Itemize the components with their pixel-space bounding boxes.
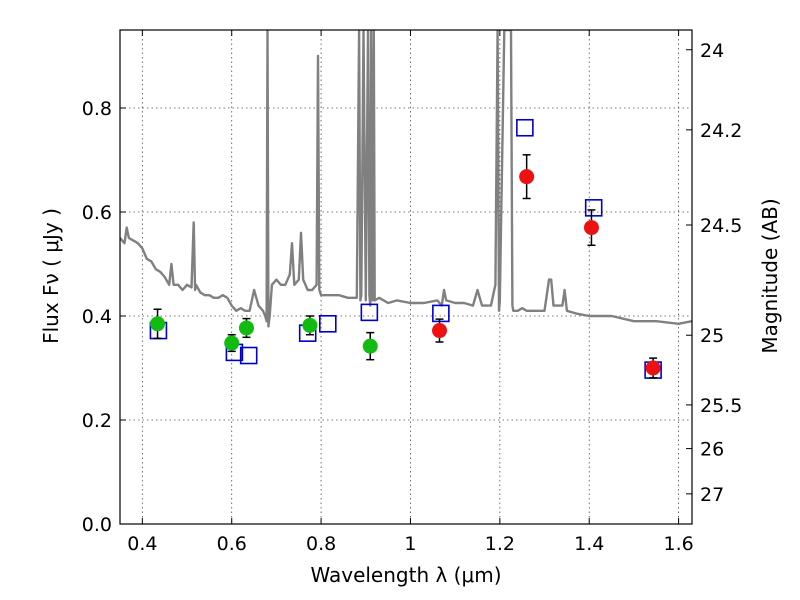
- y-tick-label: 0.2: [82, 410, 112, 432]
- y-tick-label: 0.8: [82, 98, 112, 120]
- plot-area: [120, 30, 692, 379]
- y-tick-label: 0.4: [82, 306, 112, 328]
- grid-layer: [120, 30, 692, 525]
- photometry-point: [362, 338, 378, 354]
- plot-frame: [119, 29, 693, 525]
- photometry-point: [519, 169, 535, 185]
- y2-tick-label: 24: [700, 40, 724, 62]
- x-tick-label: 1.6: [663, 533, 693, 555]
- photometry-point: [432, 323, 448, 339]
- x-tick-label: 0.8: [306, 533, 336, 555]
- model-square-point: [360, 303, 379, 322]
- photometry-point: [238, 320, 254, 336]
- y-tick-label: 0.0: [82, 514, 112, 536]
- x-tick-label: 1.2: [485, 533, 515, 555]
- y2-tick-label: 25: [700, 325, 724, 347]
- x-axis-label: Wavelength λ (μm): [310, 563, 501, 587]
- y2-tick-label: 24.2: [700, 120, 742, 142]
- photometry-point: [224, 335, 240, 351]
- photometry-point: [645, 360, 661, 376]
- model-square-point: [516, 118, 534, 137]
- model-square-point: [239, 346, 258, 365]
- y2-tick-label: 25.5: [700, 395, 742, 417]
- photometry-point: [150, 316, 166, 332]
- model-square-point: [318, 314, 337, 333]
- y2-tick-label: 27: [700, 484, 724, 506]
- photometry-point: [302, 317, 318, 333]
- photometry-point: [583, 220, 599, 236]
- x-tick-label: 0.6: [217, 533, 247, 555]
- model-square-point: [584, 199, 603, 217]
- x-tick-label: 1.4: [574, 533, 604, 555]
- tick-layer: 0.4 0.6 0.8 1 1.2 1.4 1.6 0.0 0.2 0.4 0.6 0.8 24 24.2…: [82, 30, 742, 555]
- y-tick-label: 0.6: [82, 202, 112, 224]
- y2-tick-label: 24.5: [700, 215, 742, 237]
- y2-tick-label: 26: [700, 439, 724, 461]
- y-axis-label: Flux Fν ( μJy ): [39, 208, 63, 344]
- x-tick-label: 0.4: [127, 533, 157, 555]
- sed-model-line: [120, 30, 692, 328]
- x-tick-label: 1: [404, 533, 416, 555]
- model-square-point: [432, 304, 450, 323]
- y2-axis-label: Magnitude (AB): [758, 198, 782, 353]
